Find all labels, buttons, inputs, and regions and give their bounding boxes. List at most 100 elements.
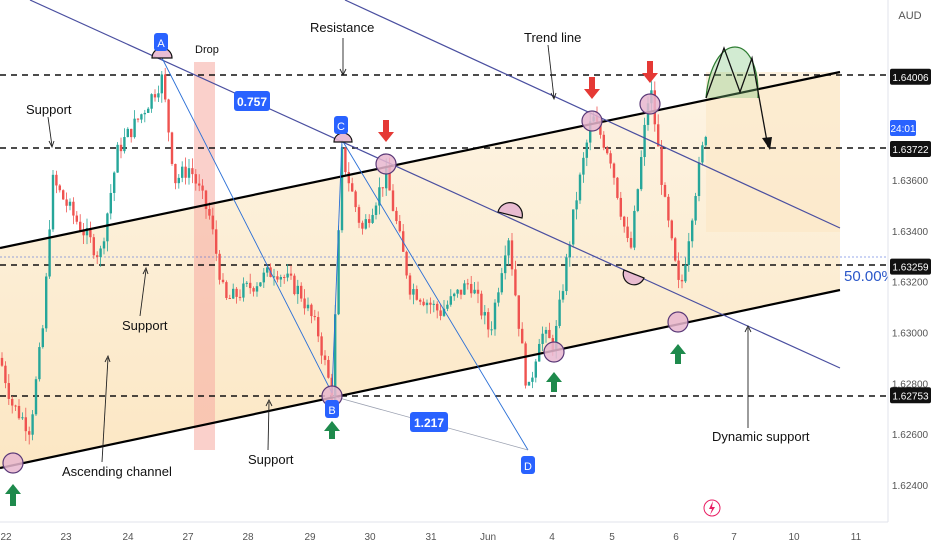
- touch-circle: [543, 341, 565, 363]
- candle-body: [521, 328, 524, 344]
- candle-body: [259, 282, 262, 287]
- trend-line-lower: [29, 0, 841, 369]
- point-label-b: B: [328, 405, 335, 417]
- candle-body: [170, 132, 174, 164]
- date-tick-label: 22: [0, 532, 12, 543]
- ratio-and-point-labels: 0.757 1.217 A B C D: [154, 33, 535, 474]
- candle-body: [92, 237, 95, 256]
- candle-body: [17, 405, 21, 419]
- candle-body: [633, 210, 636, 248]
- date-tick-label: 23: [60, 532, 72, 543]
- candle-body: [147, 108, 150, 113]
- candle-body: [680, 279, 684, 282]
- candle-body: [616, 177, 619, 198]
- candle-body: [619, 197, 622, 217]
- currency-label: AUD: [898, 10, 921, 22]
- candle-body: [65, 199, 68, 206]
- candle-body: [82, 230, 85, 236]
- candle-body: [626, 226, 629, 238]
- candle-body: [68, 201, 72, 206]
- candle-body: [697, 162, 701, 197]
- label-support-3: Support: [248, 452, 294, 467]
- price-ticks: 1.62400 1.62600 1.62800 1.63000 1.63200 1.634…: [892, 176, 929, 492]
- candlestick-series: [0, 67, 707, 445]
- candle-body: [347, 172, 350, 184]
- candle-body: [48, 229, 51, 277]
- candle-body: [45, 276, 48, 329]
- candle-body: [262, 272, 265, 283]
- candle-body: [578, 174, 582, 201]
- candle-body: [463, 283, 466, 295]
- candle-body: [215, 229, 218, 254]
- candle-body: [446, 304, 449, 309]
- candle-body: [85, 228, 89, 236]
- date-tick-label: 7: [731, 532, 737, 543]
- pointer-lines: [47, 38, 752, 463]
- label-trend-line: Trend line: [524, 30, 581, 45]
- arrow-down-icon: [584, 77, 600, 99]
- candle-body: [272, 276, 276, 278]
- candle-body: [687, 241, 690, 265]
- candle-body: [303, 298, 306, 309]
- candle-body: [327, 359, 330, 378]
- candle-body: [667, 196, 670, 221]
- candle-body: [143, 112, 146, 115]
- point-label-a: A: [157, 38, 165, 50]
- candle-body: [385, 167, 388, 189]
- date-tick-label: 28: [242, 532, 254, 543]
- level-badge-label: 24:01: [890, 124, 915, 135]
- candle-body: [102, 241, 106, 249]
- candle-body: [361, 222, 364, 229]
- candle-body: [106, 213, 109, 242]
- candle-body: [194, 174, 197, 184]
- candle-body: [300, 285, 303, 299]
- candle-body: [623, 216, 626, 227]
- label-drop: Drop: [195, 44, 219, 56]
- candle-body: [187, 168, 191, 178]
- candle-body: [198, 183, 201, 186]
- arrow-down-icon: [378, 120, 394, 142]
- candle-body: [534, 361, 537, 378]
- candle-body: [7, 383, 10, 399]
- candle-body: [476, 289, 480, 294]
- label-support-1: Support: [26, 102, 72, 117]
- candle-body: [422, 301, 425, 306]
- candle-body: [572, 209, 575, 245]
- candle-body: [184, 166, 187, 178]
- candle-body: [11, 398, 14, 406]
- candle-body: [480, 293, 483, 316]
- candle-body: [371, 214, 374, 223]
- candle-body: [453, 293, 456, 297]
- date-tick-label: 6: [673, 532, 679, 543]
- arrows-down: [378, 61, 658, 142]
- candle-body: [575, 200, 578, 210]
- candle-body: [589, 121, 592, 143]
- candle-body: [218, 253, 221, 280]
- candle-body: [79, 221, 82, 231]
- channel-upper-line: [0, 70, 841, 250]
- drop-zone: [194, 62, 215, 450]
- candle-body: [228, 297, 231, 299]
- candle-body: [55, 174, 58, 186]
- date-tick-label: 27: [182, 532, 194, 543]
- candle-body: [96, 255, 99, 258]
- projection-dome: [705, 46, 759, 99]
- candle-body: [674, 238, 677, 261]
- date-axis[interactable]: [0, 522, 932, 550]
- lightning-icon[interactable]: [703, 499, 721, 517]
- touch-circle: [639, 93, 661, 115]
- candle-body: [62, 190, 65, 200]
- candle-body: [320, 336, 323, 356]
- candle-body: [599, 121, 602, 135]
- date-tick-label: 29: [304, 532, 316, 543]
- annotation-labels: Resistance Trend line Support Support Su…: [26, 20, 810, 479]
- candle-body: [123, 137, 126, 152]
- level-badges: 1.64006 1.63722 1.63259 1.62753 24:01: [890, 68, 931, 404]
- candle-body: [510, 240, 514, 270]
- candle-body: [436, 303, 439, 311]
- level-badge: [890, 68, 931, 85]
- candle-body: [691, 220, 694, 242]
- candle-body: [470, 283, 473, 294]
- candle-body: [89, 228, 92, 238]
